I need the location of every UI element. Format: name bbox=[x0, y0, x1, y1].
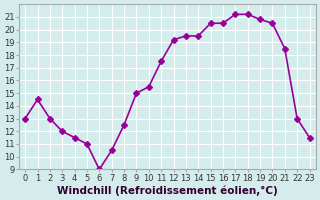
X-axis label: Windchill (Refroidissement éolien,°C): Windchill (Refroidissement éolien,°C) bbox=[57, 185, 278, 196]
